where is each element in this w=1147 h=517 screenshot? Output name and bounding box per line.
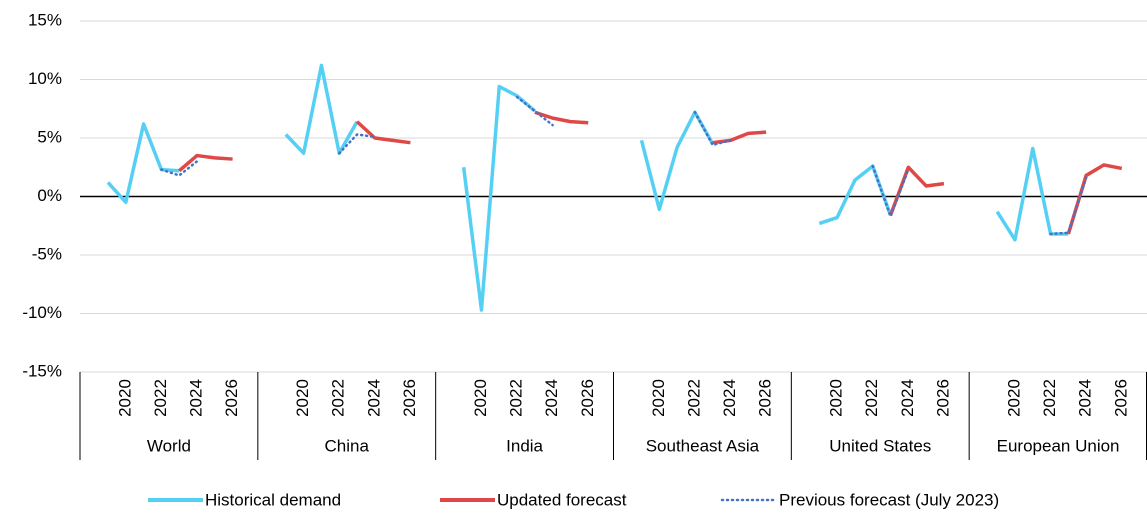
x-tick-label: 2020 <box>649 379 668 417</box>
x-tick-label: 2020 <box>1004 379 1023 417</box>
series-line <box>712 130 767 145</box>
x-tick-label: 2024 <box>1076 379 1095 417</box>
series-line <box>337 133 377 155</box>
x-tick-label: 2020 <box>115 379 134 417</box>
series-line <box>284 63 359 155</box>
group-label: Southeast Asia <box>646 436 760 455</box>
x-tick-label: 2022 <box>1040 379 1059 417</box>
x-tick-label: 2026 <box>756 379 775 417</box>
series-line <box>515 95 554 127</box>
x-tick-label: 2022 <box>684 379 703 417</box>
series-line <box>106 122 180 205</box>
legend-label: Historical demand <box>205 490 341 509</box>
series-line <box>355 120 411 145</box>
x-tick-label: 2020 <box>471 379 490 417</box>
series-line <box>1066 163 1123 235</box>
x-tick-label: 2022 <box>329 379 348 417</box>
x-tick-label: 2024 <box>720 379 739 417</box>
group-label: European Union <box>997 436 1120 455</box>
y-tick-label: 15% <box>28 10 62 29</box>
series-line <box>888 165 945 216</box>
group-label: World <box>147 436 191 455</box>
y-tick-label: -15% <box>22 361 62 380</box>
series-line <box>178 153 233 173</box>
x-tick-label: 2026 <box>400 379 419 417</box>
series-line <box>693 111 732 147</box>
y-tick-label: -10% <box>22 303 62 322</box>
legend-label: Previous forecast (July 2023) <box>779 490 999 509</box>
legend-label: Updated forecast <box>497 490 627 509</box>
x-tick-label: 2024 <box>542 379 561 417</box>
x-tick-label: 2024 <box>186 379 205 417</box>
series-line <box>160 160 199 177</box>
series-line <box>871 164 910 218</box>
x-tick-label: 2026 <box>222 379 241 417</box>
x-tick-label: 2022 <box>151 379 170 417</box>
x-tick-label: 2020 <box>293 379 312 417</box>
y-tick-label: 5% <box>37 127 62 146</box>
series-line <box>995 146 1069 242</box>
x-tick-label: 2024 <box>898 379 917 417</box>
x-tick-label: 2024 <box>364 379 383 417</box>
x-tick-label: 2020 <box>827 379 846 417</box>
y-tick-label: 0% <box>37 186 62 205</box>
series-line <box>1049 176 1088 236</box>
x-tick-label: 2022 <box>862 379 881 417</box>
y-tick-label: 10% <box>28 69 62 88</box>
x-tick-label: 2022 <box>507 379 526 417</box>
group-label: India <box>506 436 543 455</box>
x-tick-label: 2026 <box>1111 379 1130 417</box>
series-line <box>534 110 589 125</box>
group-label: China <box>325 436 370 455</box>
group-label: United States <box>829 436 931 455</box>
series-line <box>818 164 893 226</box>
series-line <box>461 84 537 312</box>
y-tick-label: -5% <box>32 244 62 263</box>
x-tick-label: 2026 <box>578 379 597 417</box>
x-tick-label: 2026 <box>933 379 952 417</box>
